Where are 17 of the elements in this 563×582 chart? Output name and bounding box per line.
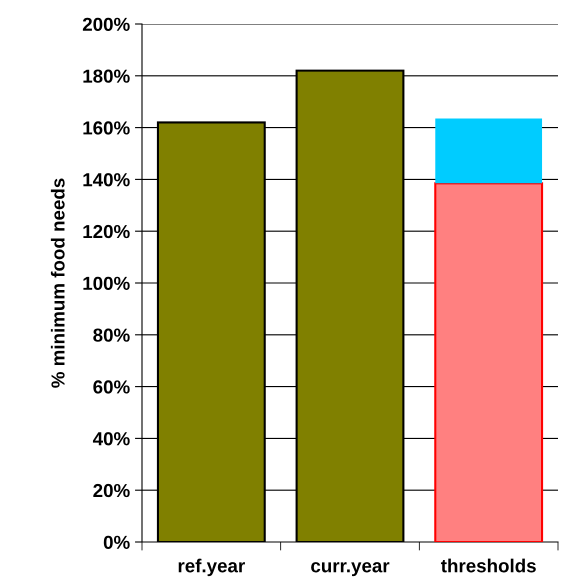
y-tick-label: 120%: [83, 224, 130, 238]
y-tick-label: 200%: [82, 18, 130, 31]
bar: [434, 182, 544, 542]
y-tick-label: 180%: [83, 70, 130, 83]
y-tick-label: 80%: [93, 328, 130, 342]
y-tick-label: 160%: [83, 121, 130, 135]
y-tick-label: 140%: [83, 173, 130, 186]
x-tick-label: curr.year: [311, 562, 390, 576]
bar: [435, 118, 542, 184]
y-tick-label: 60%: [93, 380, 130, 394]
y-tick-label: 100%: [83, 276, 130, 290]
x-tick-label: ref.year: [178, 558, 245, 576]
y-tick-label: 40%: [92, 432, 130, 446]
x-tick-label: thresholds: [440, 558, 536, 572]
y-axis-title: % minimum food needs: [50, 178, 65, 388]
y-tick-label: 0%: [104, 536, 130, 549]
y-tick-label: 20%: [93, 484, 130, 498]
